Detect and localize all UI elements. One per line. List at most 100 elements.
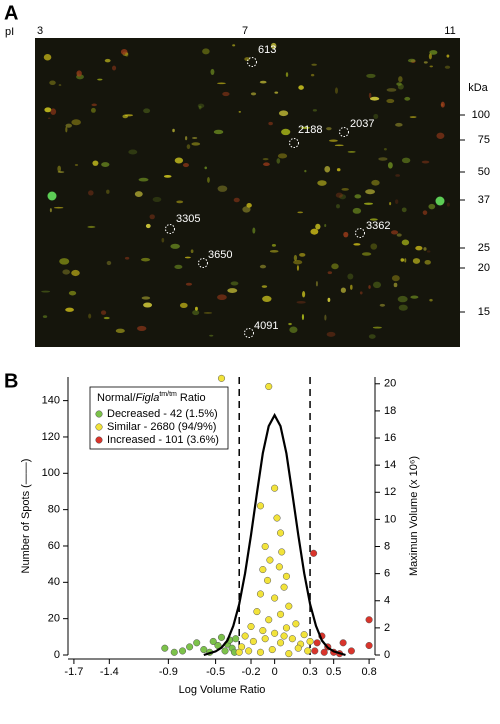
data-point: [285, 650, 293, 658]
data-point: [221, 647, 229, 655]
gel-spot: [88, 313, 92, 319]
data-point: [273, 514, 281, 522]
marker-dot: [47, 191, 57, 201]
data-point: [276, 529, 285, 537]
y2-tick-label: 20: [384, 378, 396, 390]
gel-spot: [202, 48, 210, 55]
gel-spot: [395, 122, 403, 127]
gel-spot: [393, 282, 398, 288]
gel-spot: [140, 257, 151, 262]
data-point: [193, 639, 201, 647]
gel-spot: [331, 263, 339, 270]
gel-spot: [304, 169, 307, 173]
gel-spot: [65, 126, 68, 133]
gel-spot: [426, 250, 431, 253]
data-point: [310, 549, 318, 557]
gel-spot: [276, 158, 281, 164]
spot-circle: [289, 138, 299, 148]
gel-spot: [446, 54, 450, 58]
gel-spot: [42, 315, 48, 318]
data-point: [306, 637, 314, 645]
gel-spot: [369, 218, 378, 221]
spot-circle: [198, 258, 208, 268]
y2-tick-label: 2: [384, 622, 390, 634]
gel-spot: [386, 88, 397, 92]
spot-label: 613: [258, 44, 276, 56]
gel-spot: [106, 189, 110, 194]
spot-label: 3362: [366, 220, 390, 232]
gel-spot: [120, 49, 128, 55]
count-curve: [203, 412, 346, 657]
data-point: [217, 374, 226, 382]
gel-spot: [436, 132, 445, 139]
x-tick-label: 0.3: [302, 666, 317, 678]
spot-label: 2188: [298, 124, 322, 136]
gel-spot: [233, 197, 240, 203]
data-point: [304, 647, 312, 655]
gel-spot: [122, 114, 129, 119]
y-tick-label: 20: [48, 613, 60, 625]
data-point: [268, 646, 276, 654]
gel-spot: [134, 191, 143, 198]
gel-spot: [263, 162, 270, 167]
gel-spot: [353, 243, 361, 246]
data-point: [235, 648, 243, 656]
legend-title: Normal/Figlatm/tm Ratio: [97, 391, 206, 404]
y2-tick-label: 16: [384, 432, 396, 444]
marker-dot: [435, 196, 445, 206]
gel-spot: [246, 203, 252, 208]
gel-spot: [47, 117, 51, 120]
data-point: [292, 620, 300, 628]
gel-spot: [227, 288, 238, 293]
gel-spot: [328, 139, 338, 142]
gel-spot: [124, 256, 130, 260]
data-point: [282, 572, 290, 580]
data-point: [313, 639, 321, 647]
gel-spot: [163, 175, 172, 178]
gel-spot: [65, 123, 72, 128]
gel-spot: [359, 291, 363, 295]
gel-spot: [336, 168, 341, 172]
gel-spot: [278, 110, 289, 117]
panel-label: A: [4, 2, 18, 24]
gel-spot: [334, 144, 344, 147]
gel-spot: [115, 328, 125, 334]
data-point: [339, 639, 347, 647]
gel-spot: [422, 210, 428, 215]
spot-circle: [339, 127, 349, 137]
gel-spot: [87, 225, 96, 228]
x-tick-label: -1.4: [100, 666, 119, 678]
mw-tick-label: 20: [478, 262, 490, 274]
panel-label: B: [4, 370, 18, 392]
gel-spot: [347, 151, 356, 153]
gel-spot: [363, 202, 374, 205]
gel-spot: [281, 128, 291, 136]
y2-tick-label: 14: [384, 459, 396, 471]
gel-spot: [58, 84, 62, 87]
gel-spot: [242, 206, 251, 213]
data-point: [271, 484, 279, 492]
gel-spot: [293, 259, 303, 265]
gel-spot: [446, 202, 450, 207]
y-tick-label: 40: [48, 576, 60, 588]
data-point: [288, 635, 296, 643]
data-point: [276, 610, 285, 618]
gel-spot: [65, 307, 74, 312]
y2-tick-label: 4: [384, 595, 390, 607]
gel-spot: [53, 206, 64, 209]
legend-marker: [95, 423, 103, 431]
gel-spot: [92, 160, 99, 166]
gel-spot: [373, 113, 379, 119]
gel-spot: [90, 107, 96, 113]
gel-spot: [312, 109, 317, 112]
gel-image: [35, 38, 460, 347]
pi-tick-label: 3: [37, 25, 43, 37]
gel-spot: [161, 238, 165, 243]
gel-spot: [395, 199, 399, 204]
gel-spot: [174, 264, 183, 270]
gel-spot: [407, 58, 416, 63]
gel-spot: [423, 61, 428, 64]
gel-spot: [310, 73, 315, 77]
gel-spot: [400, 258, 405, 262]
